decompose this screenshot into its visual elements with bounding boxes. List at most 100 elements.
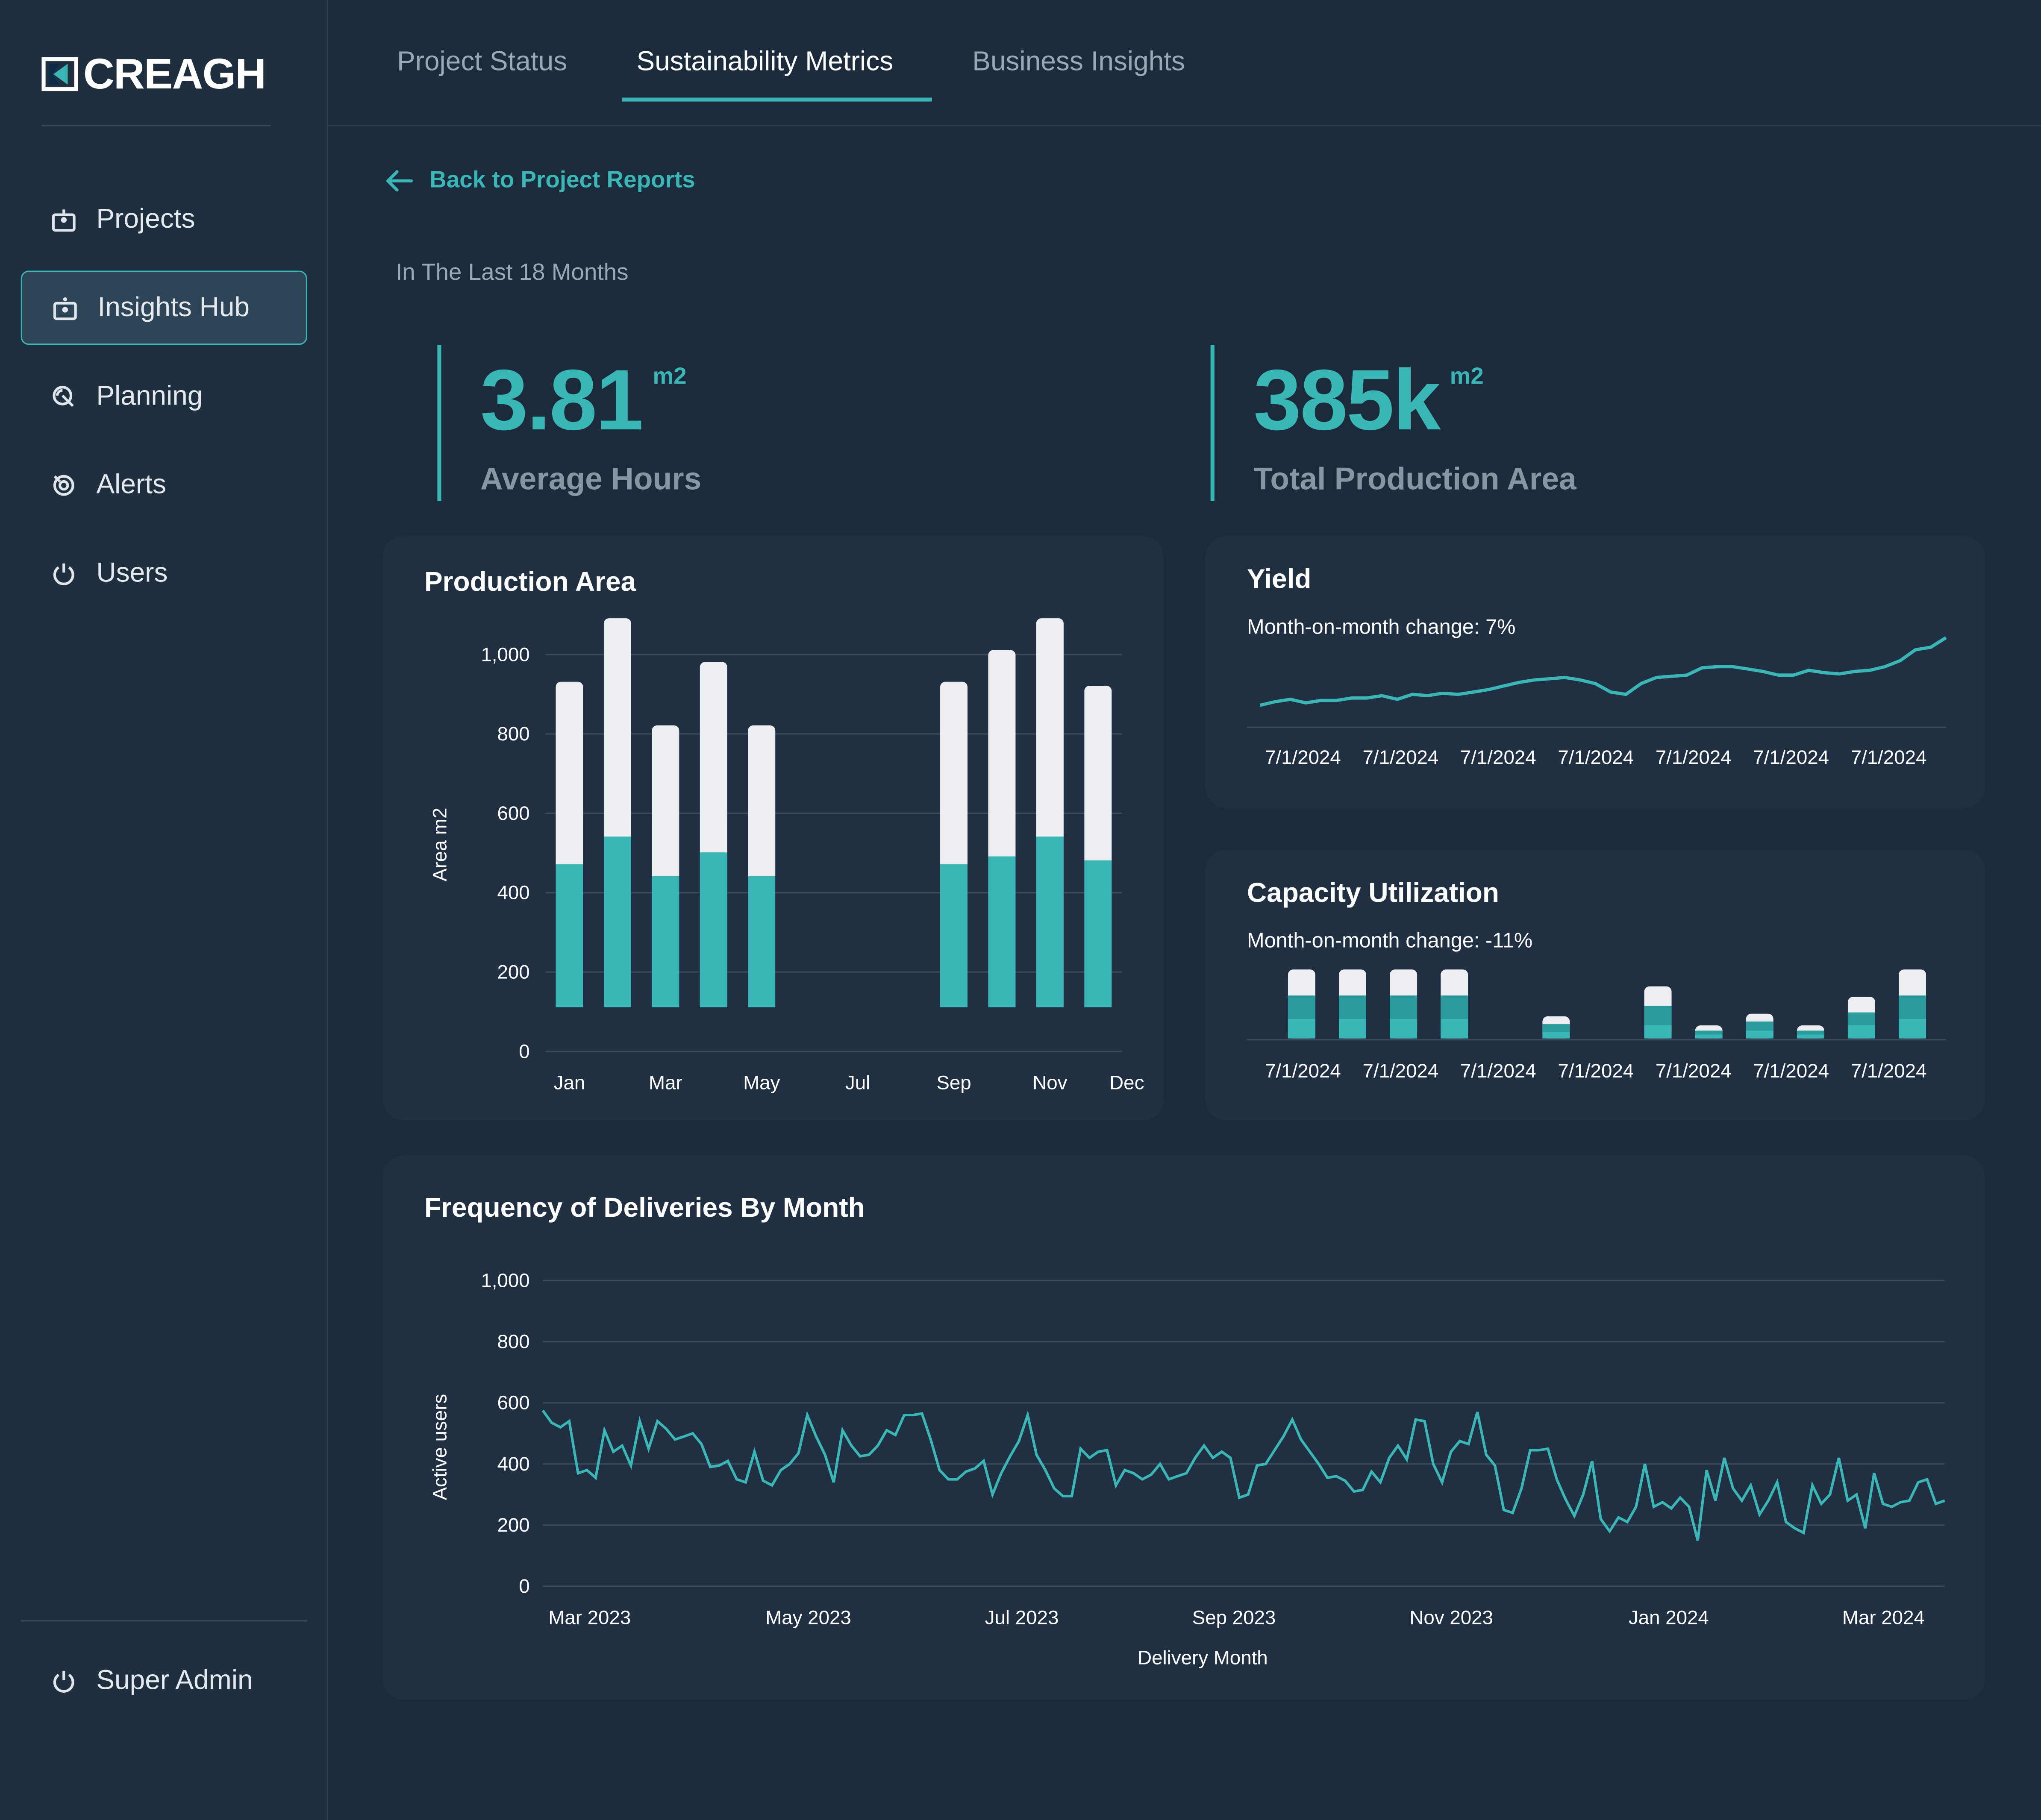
y-tick-label: 1,000	[481, 1269, 529, 1291]
power-icon	[50, 559, 78, 587]
sidebar-nav: Projects Insights Hub Planning Alerts	[21, 182, 307, 625]
bar-segment-total	[556, 681, 583, 870]
kpi-number: 385k	[1253, 351, 1441, 448]
deliveries-chart: 0 200 400 600 800 1,000 Active users Mar 2023 Ma…	[429, 1269, 1945, 1669]
x-tick-label: 7/1/2024	[1265, 746, 1341, 768]
x-tick-label: Mar	[649, 1071, 682, 1093]
super-admin-button[interactable]: Super Admin	[50, 1666, 253, 1697]
back-link[interactable]: Back to Project Reports	[385, 167, 695, 194]
bar-segment-total	[1036, 618, 1064, 842]
brand-logo[interactable]: CREAGH	[41, 49, 266, 99]
sidebar-item-label: Planning	[96, 380, 203, 411]
sidebar: CREAGH Projects Insights Hub Planning	[0, 0, 328, 1820]
capacity-utilization-card: Capacity Utilization Month-on-month chan…	[1205, 849, 1985, 1121]
kpi-label: Total Production Area	[1253, 462, 1576, 497]
bar-segment-base	[1390, 1019, 1418, 1039]
x-tick-label: 7/1/2024	[1460, 1060, 1536, 1082]
x-tick-label: 7/1/2024	[1558, 1060, 1634, 1082]
y-tick-label: 1,000	[481, 643, 529, 665]
tab-business-insights[interactable]: Business Insights	[972, 47, 1185, 77]
sidebar-item-alerts[interactable]: Alerts	[21, 448, 307, 522]
bar-segment-total	[700, 662, 727, 858]
y-axis-label: Active users	[429, 1394, 451, 1500]
x-tick-label: 7/1/2024	[1265, 1060, 1341, 1082]
sidebar-item-planning[interactable]: Planning	[21, 359, 307, 434]
y-tick-label: 0	[519, 1575, 529, 1597]
bar-segment-base	[652, 876, 679, 1007]
bar-segment-base	[1695, 1034, 1723, 1039]
x-tick-label: 7/1/2024	[1753, 1060, 1829, 1082]
y-tick-label: 800	[497, 723, 529, 745]
bar-segment-base	[988, 856, 1016, 1007]
bar-segment-base	[1746, 1030, 1773, 1039]
x-tick-label: Jan 2024	[1629, 1606, 1709, 1628]
x-axis-label: Delivery Month	[1138, 1647, 1268, 1669]
arrow-left-icon	[386, 169, 413, 191]
bar-segment-base	[1036, 837, 1064, 1007]
card-subtitle: Month-on-month change: 7%	[1247, 616, 1516, 639]
card-title: Frequency of Deliveries By Month	[424, 1193, 865, 1224]
bar-segment-base	[1899, 1019, 1926, 1039]
capacity-utilization-chart: 7/1/2024 7/1/2024 7/1/2024 7/1/2024 7/1/2024…	[1247, 969, 1946, 1082]
x-tick-label: 7/1/2024	[1851, 746, 1927, 768]
bar-segment-total	[988, 650, 1016, 862]
kpi-label: Average Hours	[480, 462, 702, 497]
yield-chart: 7/1/2024 7/1/2024 7/1/2024 7/1/2024 7/1/2024…	[1247, 636, 1947, 768]
sidebar-item-label: Users	[96, 558, 168, 588]
period-label: In The Last 18 Months	[395, 259, 629, 285]
bar-segment-total	[1084, 686, 1112, 866]
back-link-label: Back to Project Reports	[429, 166, 695, 193]
card-title: Capacity Utilization	[1247, 878, 1499, 909]
y-tick-label: 400	[497, 882, 529, 904]
y-tick-label: 600	[497, 1392, 529, 1414]
projects-icon	[50, 205, 78, 234]
sidebar-item-users[interactable]: Users	[21, 536, 307, 611]
x-tick-label: 7/1/2024	[1656, 1060, 1732, 1082]
bar-segment-base	[1441, 1019, 1468, 1039]
super-admin-label: Super Admin	[96, 1665, 253, 1696]
x-tick-label: May	[743, 1071, 780, 1093]
x-tick-label: 7/1/2024	[1851, 1060, 1927, 1082]
y-axis-label: Area m2	[429, 807, 451, 881]
kpi-value: 3.81 m2	[480, 350, 687, 449]
y-tick-label: 200	[497, 961, 529, 983]
x-tick-label: 7/1/2024	[1656, 746, 1732, 768]
yield-card: Yield Month-on-month change: 7% 7/1/2024…	[1205, 536, 1985, 808]
x-tick-label: Sep	[936, 1071, 971, 1093]
x-tick-label: Nov	[1032, 1071, 1067, 1093]
bar-segment-base	[1797, 1034, 1824, 1039]
x-tick-label: 7/1/2024	[1558, 746, 1634, 768]
bar-segment-base	[1542, 1032, 1570, 1039]
y-tick-label: 0	[519, 1040, 529, 1062]
logo-mark-icon	[41, 57, 78, 91]
planning-icon	[50, 382, 78, 411]
sidebar-item-insights-hub[interactable]: Insights Hub	[21, 270, 307, 345]
tab-sustainability-metrics[interactable]: Sustainability Metrics	[636, 47, 894, 77]
kpi-total-production-area: 385k m2 Total Production Area	[1210, 345, 1940, 501]
kpi-number: 3.81	[480, 351, 644, 448]
x-tick-label: 7/1/2024	[1753, 746, 1829, 768]
x-tick-label: Jul	[845, 1071, 870, 1093]
alerts-icon	[50, 470, 78, 499]
bar-segment-total	[603, 618, 631, 842]
x-tick-label: Jul 2023	[985, 1606, 1059, 1628]
sidebar-item-label: Alerts	[96, 469, 166, 499]
x-tick-label: Jan	[554, 1071, 585, 1093]
tab-project-status[interactable]: Project Status	[397, 47, 568, 77]
sidebar-item-projects[interactable]: Projects	[21, 182, 307, 256]
power-icon	[50, 1667, 78, 1696]
y-tick-label: 800	[497, 1331, 529, 1353]
bar-segment-base	[1644, 1025, 1672, 1039]
brand-name: CREAGH	[83, 49, 266, 98]
production-area-chart: 0 200 400 600 800 1,000 Area m2 Jan Mar May Jul Sep…	[429, 618, 1144, 1093]
bar-segment-base	[556, 864, 583, 1007]
y-tick-label: 600	[497, 802, 529, 824]
card-subtitle: Month-on-month change: -11%	[1247, 930, 1533, 953]
x-tick-label: 7/1/2024	[1460, 746, 1536, 768]
bar-segment-total	[748, 725, 776, 882]
x-tick-label: 7/1/2024	[1362, 1060, 1438, 1082]
insights-icon	[51, 294, 79, 322]
y-tick-label: 400	[497, 1453, 529, 1475]
sidebar-item-label: Insights Hub	[97, 292, 250, 322]
kpi-average-hours: 3.81 m2 Average Hours	[437, 345, 1166, 501]
